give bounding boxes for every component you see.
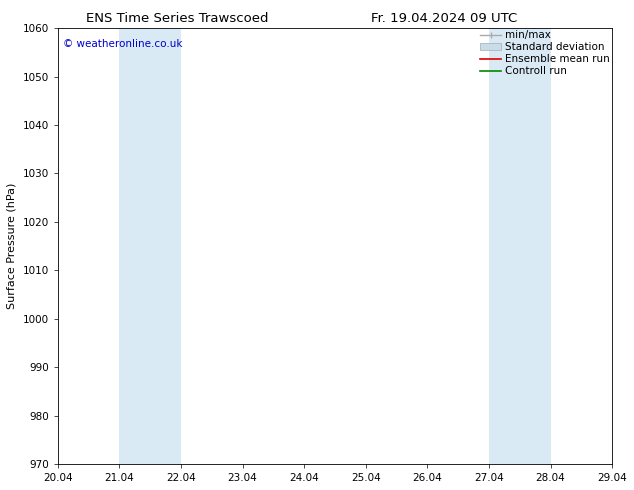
- Text: © weatheronline.co.uk: © weatheronline.co.uk: [63, 39, 183, 49]
- Text: ENS Time Series Trawscoed: ENS Time Series Trawscoed: [86, 12, 269, 25]
- Y-axis label: Surface Pressure (hPa): Surface Pressure (hPa): [7, 183, 17, 309]
- Bar: [489, 28, 520, 464]
- Legend: min/max, Standard deviation, Ensemble mean run, Controll run: min/max, Standard deviation, Ensemble me…: [481, 30, 610, 76]
- Bar: [119, 28, 150, 464]
- Bar: [520, 28, 550, 464]
- Bar: [150, 28, 181, 464]
- Text: Fr. 19.04.2024 09 UTC: Fr. 19.04.2024 09 UTC: [371, 12, 517, 25]
